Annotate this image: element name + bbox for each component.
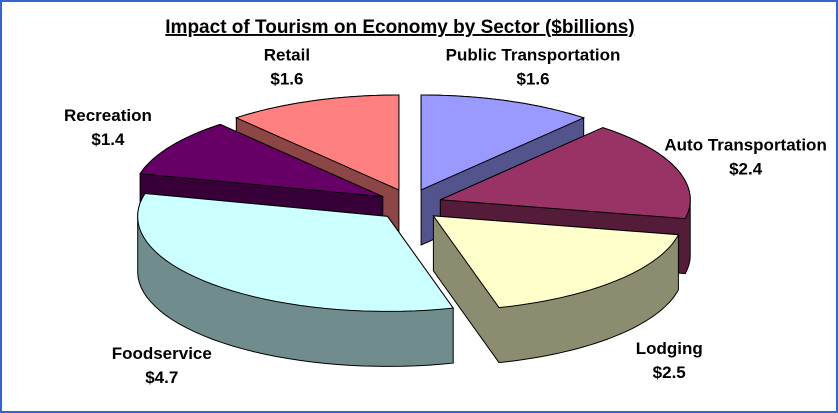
slice-value-label: $1.4	[91, 130, 125, 149]
chart-title: Impact of Tourism on Economy by Sector (…	[165, 17, 634, 38]
slice	[139, 123, 384, 198]
slice	[440, 127, 691, 220]
slice-label: Recreation	[64, 106, 152, 125]
slice-label: Public Transportation	[446, 45, 621, 64]
slice-value-label: $1.6	[517, 69, 550, 88]
slice	[432, 215, 680, 309]
slice-label: Foodservice	[112, 344, 212, 363]
slice-value-label: $2.5	[653, 363, 686, 382]
slice	[137, 192, 455, 312]
slice-label: Retail	[264, 45, 310, 64]
slice-label: Auto Transportation	[664, 136, 826, 155]
slice-value-label: $4.7	[145, 368, 178, 387]
slice-value-label: $1.6	[270, 69, 303, 88]
slice-value-label: $2.4	[729, 160, 763, 179]
slice-label: Lodging	[636, 339, 703, 358]
slice	[420, 94, 586, 191]
slice	[234, 94, 400, 191]
